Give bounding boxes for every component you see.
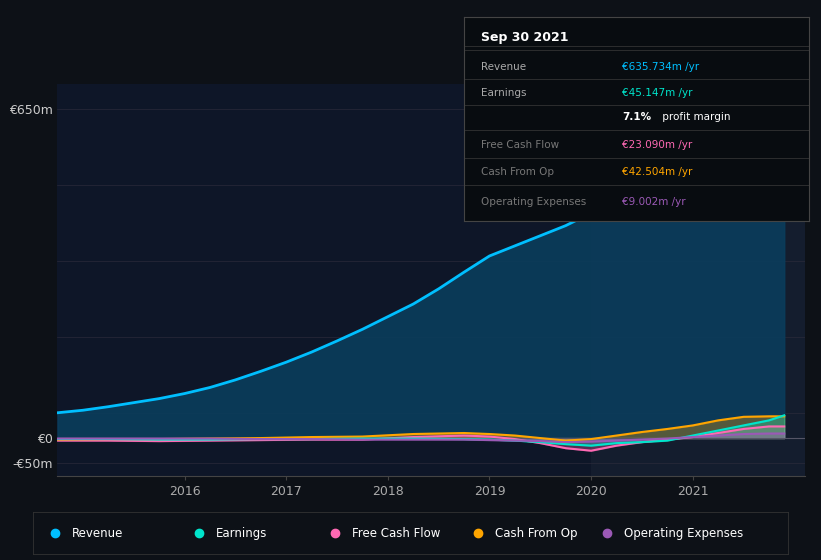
Text: Operating Expenses: Operating Expenses xyxy=(623,527,743,540)
Text: €45.147m /yr: €45.147m /yr xyxy=(622,88,693,99)
Text: €23.090m /yr: €23.090m /yr xyxy=(622,139,693,150)
Text: €42.504m /yr: €42.504m /yr xyxy=(622,167,693,177)
Text: Sep 30 2021: Sep 30 2021 xyxy=(481,31,569,44)
Text: Cash From Op: Cash From Op xyxy=(481,167,554,177)
Text: Earnings: Earnings xyxy=(481,88,526,99)
Text: profit margin: profit margin xyxy=(658,112,730,122)
Text: Cash From Op: Cash From Op xyxy=(495,527,578,540)
Text: €635.734m /yr: €635.734m /yr xyxy=(622,62,699,72)
Text: Operating Expenses: Operating Expenses xyxy=(481,197,586,207)
Text: 7.1%: 7.1% xyxy=(622,112,652,122)
Bar xyxy=(591,84,805,476)
Text: €9.002m /yr: €9.002m /yr xyxy=(622,197,686,207)
Text: Earnings: Earnings xyxy=(216,527,267,540)
Text: Free Cash Flow: Free Cash Flow xyxy=(481,139,559,150)
Text: Revenue: Revenue xyxy=(481,62,526,72)
Text: Revenue: Revenue xyxy=(72,527,123,540)
Text: Free Cash Flow: Free Cash Flow xyxy=(351,527,440,540)
